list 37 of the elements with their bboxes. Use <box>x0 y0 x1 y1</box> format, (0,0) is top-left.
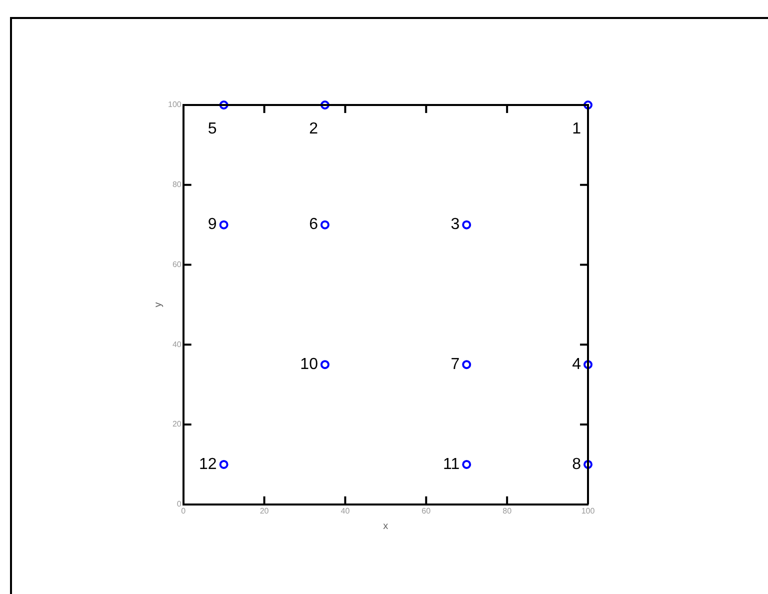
x-tick-label: 80 <box>502 506 512 516</box>
point <box>320 100 330 110</box>
y-tick-label: 80 <box>172 180 182 190</box>
y-tick-label: 60 <box>172 260 182 269</box>
point <box>462 360 472 370</box>
annotation: 4 <box>572 356 582 374</box>
annotation: 10 <box>300 356 318 374</box>
x-tick-label: 60 <box>422 506 432 516</box>
y-tick-label: 100 <box>168 100 182 110</box>
point <box>584 360 592 370</box>
point <box>219 220 228 230</box>
annotation: 11 <box>442 456 460 473</box>
x-axis-title: x <box>383 520 388 532</box>
x-tick-label: 40 <box>340 506 350 516</box>
annotation: 6 <box>309 216 318 234</box>
point <box>584 100 592 110</box>
annotation: 5 <box>208 120 217 138</box>
point <box>462 220 472 230</box>
y-tick-label: 40 <box>172 340 182 349</box>
annotation: 1 <box>572 120 582 138</box>
annotation: 3 <box>450 216 460 234</box>
annotation: 7 <box>450 356 460 374</box>
point <box>462 460 472 469</box>
y-tick-label: 20 <box>172 420 182 429</box>
point <box>584 460 592 469</box>
x-tick-label: 100 <box>581 506 596 516</box>
y-axis-title: y <box>152 302 164 308</box>
y-tick-label: 0 <box>176 500 182 509</box>
point <box>320 360 330 370</box>
annotation: 2 <box>309 120 318 138</box>
annotation: 9 <box>208 216 217 234</box>
x-tick-label: 20 <box>260 506 270 516</box>
point <box>219 100 228 110</box>
annotation: 12 <box>199 456 217 473</box>
point <box>219 460 228 469</box>
annotation: 8 <box>572 456 582 473</box>
point <box>320 220 330 230</box>
